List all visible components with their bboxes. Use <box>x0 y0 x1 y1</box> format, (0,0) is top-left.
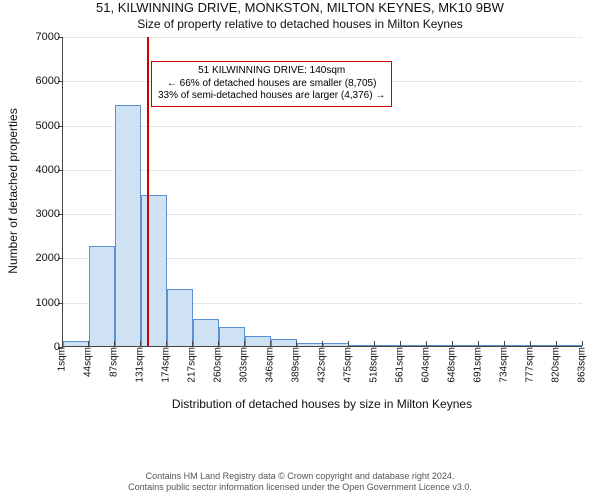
x-tick-label: 87sqm <box>109 347 120 377</box>
annotation-line3: 33% of semi-detached houses are larger (… <box>158 90 385 103</box>
y-tick-label: 0 <box>4 341 60 353</box>
y-tick-label: 2000 <box>4 252 60 264</box>
x-tick <box>166 341 167 346</box>
histogram-bar <box>427 345 453 346</box>
x-tick-label: 734sqm <box>499 347 510 383</box>
x-tick-label: 648sqm <box>447 347 458 383</box>
histogram-bar <box>297 343 323 346</box>
x-tick-label: 131sqm <box>135 347 146 383</box>
y-tick-label: 4000 <box>4 164 60 176</box>
annotation-line1: 51 KILWINNING DRIVE: 140sqm <box>158 65 385 78</box>
x-tick-label: 518sqm <box>369 347 380 383</box>
histogram-bar <box>271 339 297 346</box>
histogram-bar <box>453 345 479 346</box>
x-tick <box>88 341 89 346</box>
x-tick <box>400 341 401 346</box>
grid-line <box>63 37 582 38</box>
histogram-bar <box>479 345 505 346</box>
x-tick <box>114 341 115 346</box>
x-tick-label: 863sqm <box>577 347 588 383</box>
x-tick-label: 1sqm <box>57 347 68 371</box>
attribution-footer: Contains HM Land Registry data © Crown c… <box>0 471 600 494</box>
x-tick <box>62 341 63 346</box>
x-tick <box>192 341 193 346</box>
x-tick-label: 260sqm <box>213 347 224 383</box>
histogram-bar <box>349 345 375 346</box>
x-tick <box>140 341 141 346</box>
x-tick-label: 389sqm <box>291 347 302 383</box>
page-title-line1: 51, KILWINNING DRIVE, MONKSTON, MILTON K… <box>0 0 600 15</box>
histogram-bar <box>219 327 245 346</box>
y-tick-label: 7000 <box>4 31 60 43</box>
histogram-bar <box>531 345 557 346</box>
x-tick <box>218 341 219 346</box>
x-tick <box>504 341 505 346</box>
x-tick-label: 604sqm <box>421 347 432 383</box>
annotation-line2: ← 66% of detached houses are smaller (8,… <box>158 78 385 91</box>
histogram-bar <box>323 343 349 346</box>
y-tick-label: 3000 <box>4 208 60 220</box>
page-title-line2: Size of property relative to detached ho… <box>0 17 600 31</box>
x-tick <box>426 341 427 346</box>
footer-line1: Contains HM Land Registry data © Crown c… <box>0 471 600 483</box>
x-tick-label: 691sqm <box>473 347 484 383</box>
chart-container: 51, KILWINNING DRIVE, MONKSTON, MILTON K… <box>0 0 600 500</box>
x-tick-label: 303sqm <box>239 347 250 383</box>
histogram-chart: Number of detached properties 51 KILWINN… <box>0 31 600 431</box>
x-tick-label: 217sqm <box>187 347 198 383</box>
y-tick-label: 6000 <box>4 75 60 87</box>
plot-area: 51 KILWINNING DRIVE: 140sqm ← 66% of det… <box>62 37 582 347</box>
x-tick <box>478 341 479 346</box>
histogram-bar <box>245 336 271 346</box>
x-tick-label: 777sqm <box>525 347 536 383</box>
histogram-bar <box>141 195 167 346</box>
x-tick-label: 44sqm <box>83 347 94 377</box>
histogram-bar <box>193 319 219 346</box>
x-tick-label: 475sqm <box>343 347 354 383</box>
x-tick-label: 432sqm <box>317 347 328 383</box>
x-tick <box>374 341 375 346</box>
x-tick <box>582 341 583 346</box>
histogram-bar <box>375 345 401 346</box>
x-tick-label: 346sqm <box>265 347 276 383</box>
x-tick <box>244 341 245 346</box>
histogram-bar <box>401 345 427 346</box>
histogram-bar <box>557 345 583 346</box>
y-tick-label: 1000 <box>4 297 60 309</box>
x-axis-title: Distribution of detached houses by size … <box>62 397 582 411</box>
x-tick <box>322 341 323 346</box>
x-tick <box>270 341 271 346</box>
x-tick <box>556 341 557 346</box>
histogram-bar <box>505 345 531 346</box>
histogram-bar <box>63 341 89 346</box>
footer-line2: Contains public sector information licen… <box>0 482 600 494</box>
x-tick <box>530 341 531 346</box>
x-tick-label: 820sqm <box>551 347 562 383</box>
x-tick <box>296 341 297 346</box>
x-tick-label: 561sqm <box>395 347 406 383</box>
marker-annotation: 51 KILWINNING DRIVE: 140sqm ← 66% of det… <box>151 61 392 107</box>
x-tick-label: 174sqm <box>161 347 172 383</box>
histogram-bar <box>167 289 193 346</box>
y-axis-title: Number of detached properties <box>6 108 20 273</box>
x-tick <box>452 341 453 346</box>
x-tick <box>348 341 349 346</box>
y-tick-label: 5000 <box>4 120 60 132</box>
property-marker-line <box>147 37 149 346</box>
histogram-bar <box>89 246 115 346</box>
histogram-bar <box>115 105 141 346</box>
